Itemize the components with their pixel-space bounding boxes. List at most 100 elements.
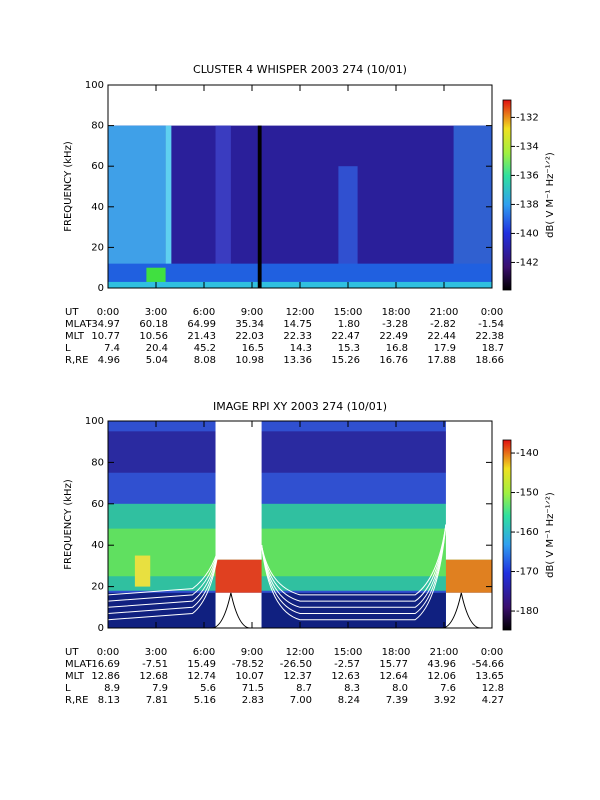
x-tick-label: 0:00 xyxy=(97,307,119,318)
ephemeris-value: 7.6 xyxy=(440,683,456,694)
ephemeris-value: 12.63 xyxy=(331,671,360,682)
spectrogram-region xyxy=(215,559,262,593)
spectrogram-region xyxy=(134,555,151,587)
x-tick-label: 21:00 xyxy=(430,647,459,658)
x-tick-label: 0:00 xyxy=(97,647,119,658)
plasma-curve xyxy=(261,524,447,602)
ephemeris-value: 10.98 xyxy=(235,355,264,366)
y-tick-label: 20 xyxy=(91,582,104,593)
ephemeris-value: 5.6 xyxy=(200,683,216,694)
y-tick-label: 0 xyxy=(98,283,104,294)
ephemeris-value: 22.44 xyxy=(427,331,456,342)
ephemeris-value: 12.64 xyxy=(379,671,408,682)
ephemeris-value: 5.04 xyxy=(146,355,168,366)
x-tick-label: 12:00 xyxy=(286,307,315,318)
colorbar-tick-label: -142 xyxy=(516,257,539,268)
plasma-curve xyxy=(261,524,447,615)
chart-title: IMAGE RPI XY 2003 274 (10/01) xyxy=(213,400,387,413)
x-tick-label: 18:00 xyxy=(382,647,411,658)
ephemeris-value: 16.5 xyxy=(242,343,264,354)
ephemeris-value: 16.76 xyxy=(379,355,408,366)
y-tick-label: 100 xyxy=(85,80,104,91)
ephemeris-value: 8.0 xyxy=(392,683,408,694)
spectrogram-region xyxy=(445,559,492,593)
y-axis-label: FREQUENCY (kHz) xyxy=(63,141,74,232)
x-tick-label: 0:00 xyxy=(481,647,503,658)
row-label: L xyxy=(65,343,71,354)
ephemeris-value: 8.3 xyxy=(344,683,360,694)
ephemeris-value: 22.49 xyxy=(379,331,408,342)
y-tick-label: 80 xyxy=(91,121,104,132)
ephemeris-value: 10.56 xyxy=(139,331,168,342)
colorbar-tick-label: -138 xyxy=(516,199,539,210)
ephemeris-value: 60.18 xyxy=(139,319,168,330)
x-tick-label: 9:00 xyxy=(241,307,263,318)
colorbar-tick-label: -180 xyxy=(516,606,539,617)
ephemeris-value: 5.16 xyxy=(194,695,216,706)
ephemeris-value: 12.37 xyxy=(283,671,312,682)
ephemeris-value: 15.26 xyxy=(331,355,360,366)
ephemeris-value: 7.9 xyxy=(152,683,168,694)
spectrogram-region xyxy=(215,592,262,628)
x-tick-label: 6:00 xyxy=(193,647,215,658)
ephemeris-value: 13.65 xyxy=(475,671,504,682)
row-label: UT xyxy=(65,307,79,318)
ephemeris-value: 22.33 xyxy=(283,331,312,342)
colorbar xyxy=(502,99,512,291)
plasma-curve xyxy=(261,524,447,621)
ephemeris-value: 12.74 xyxy=(187,671,216,682)
spectrogram-region xyxy=(257,125,262,288)
row-label: L xyxy=(65,683,71,694)
ephemeris-value: 18.66 xyxy=(475,355,504,366)
ephemeris-value: 13.36 xyxy=(283,355,312,366)
ephemeris-value: 4.96 xyxy=(98,355,120,366)
spectrogram-region xyxy=(445,592,492,628)
ephemeris-value: 7.00 xyxy=(290,695,312,706)
ephemeris-value: 17.88 xyxy=(427,355,456,366)
ephemeris-value: 15.49 xyxy=(187,659,216,670)
x-tick-label: 6:00 xyxy=(193,307,215,318)
colorbar-tick-label: -132 xyxy=(516,112,539,123)
ephemeris-value: 12.86 xyxy=(91,671,120,682)
ephemeris-value: 14.75 xyxy=(283,319,312,330)
ephemeris-value: 8.08 xyxy=(194,355,216,366)
ephemeris-value: 45.2 xyxy=(194,343,216,354)
ephemeris-value: 43.96 xyxy=(427,659,456,670)
row-label: R,RE xyxy=(65,695,88,706)
x-tick-label: 12:00 xyxy=(286,647,315,658)
ephemeris-value: 22.47 xyxy=(331,331,360,342)
ephemeris-value: 7.4 xyxy=(104,343,120,354)
y-tick-label: 100 xyxy=(85,416,104,427)
y-tick-label: 40 xyxy=(91,540,104,551)
colorbar-tick-label: -160 xyxy=(516,527,539,538)
ephemeris-value: 10.07 xyxy=(235,671,264,682)
row-label: UT xyxy=(65,647,79,658)
y-axis-label: FREQUENCY (kHz) xyxy=(63,479,74,570)
y-tick-label: 20 xyxy=(91,242,104,253)
plasma-curve xyxy=(261,524,447,608)
spectrogram-region xyxy=(108,125,166,288)
ephemeris-value: 14.3 xyxy=(290,343,312,354)
ephemeris-value: -16.69 xyxy=(88,659,120,670)
peak-curve xyxy=(211,592,251,629)
colorbar-label: dB( V M⁻¹ Hz⁻¹ᐟ²) xyxy=(545,492,556,578)
ephemeris-value: 15.77 xyxy=(379,659,408,670)
ephemeris-value: 22.03 xyxy=(235,331,264,342)
ephemeris-value: 17.9 xyxy=(434,343,456,354)
x-tick-label: 15:00 xyxy=(334,647,363,658)
ephemeris-value: -7.51 xyxy=(142,659,168,670)
ephemeris-value: 8.13 xyxy=(98,695,120,706)
colorbar-tick-label: -136 xyxy=(516,170,539,181)
y-tick-label: 40 xyxy=(91,202,104,213)
ephemeris-value: 18.7 xyxy=(482,343,504,354)
colorbar-tick-label: -170 xyxy=(516,567,539,578)
ephemeris-value: 12.06 xyxy=(427,671,456,682)
y-tick-label: 60 xyxy=(91,499,104,510)
ephemeris-value: -34.97 xyxy=(88,319,120,330)
x-tick-label: 21:00 xyxy=(430,307,459,318)
y-tick-label: 60 xyxy=(91,161,104,172)
x-tick-label: 3:00 xyxy=(145,307,167,318)
ephemeris-value: 20.4 xyxy=(146,343,168,354)
chart-title: CLUSTER 4 WHISPER 2003 274 (10/01) xyxy=(193,63,407,76)
